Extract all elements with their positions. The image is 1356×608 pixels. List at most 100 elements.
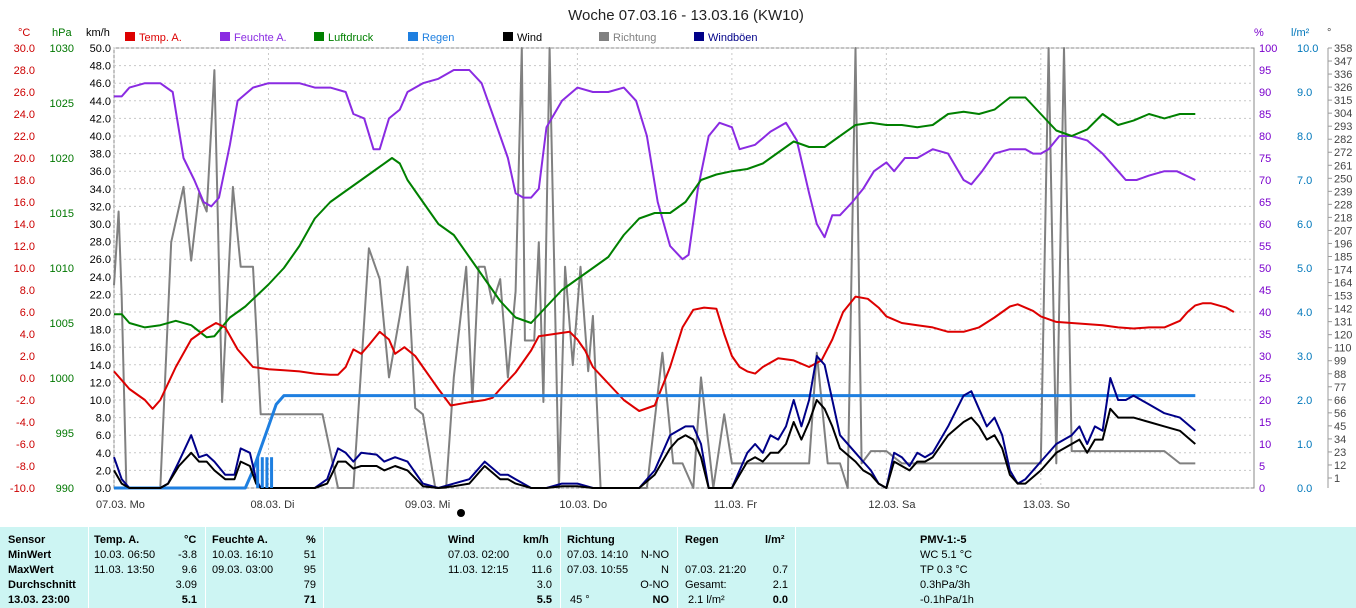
direction-axis-tick: 239 [1334, 186, 1352, 198]
rain-total-label: Gesamt: [685, 579, 727, 591]
pressure-axis-tick: 1020 [50, 153, 74, 165]
legend-swatch [220, 32, 230, 41]
pmv-dewpoint: TP 0.3 °C [920, 564, 968, 576]
humidity-current-value: 71 [303, 594, 316, 606]
pmv-header: PMV-1:-5 [920, 534, 967, 546]
rain-axis-tick: 6.0 [1297, 219, 1312, 231]
direction-axis-tick: 56 [1334, 408, 1346, 420]
rain-current-value: 0.0 [772, 594, 788, 606]
wind-axis-tick: 32.0 [90, 201, 111, 213]
x-axis-label: 08.03. Di [250, 499, 294, 511]
rain-axis-tick: 1.0 [1297, 439, 1312, 451]
humidity-axis-tick: 5 [1259, 461, 1265, 473]
series-luftdruck [114, 96, 1196, 339]
wind-axis-tick: 38.0 [90, 149, 111, 161]
rain-axis-tick: 2.0 [1297, 395, 1312, 407]
rain-max-value: 0.7 [772, 564, 788, 576]
humidity-axis-tick: 90 [1259, 87, 1271, 99]
wind-max-time: 11.03. 12:15 [448, 564, 509, 576]
series-feuchte-a- [114, 69, 1196, 261]
chart-axes: -10.0-8.0-6.0-4.0-2.00.02.04.06.08.010.0… [10, 43, 1352, 495]
row-label-current: 13.03. 23:00 [8, 594, 70, 606]
row-label-avg: Durchschnitt [8, 579, 76, 591]
humidity-axis-tick: 75 [1259, 153, 1271, 165]
rain-axis-tick: 10.0 [1297, 43, 1318, 55]
temp-current-value: 5.1 [181, 594, 197, 606]
temp-axis-tick: 12.0 [14, 241, 35, 253]
direction-axis-tick: 218 [1334, 212, 1352, 224]
pressure-axis-tick: 1030 [50, 43, 74, 55]
direction-axis-tick: 358 [1334, 43, 1352, 55]
humidity-axis-tick: 55 [1259, 241, 1271, 253]
direction-avg-value: O-NO [640, 579, 669, 591]
humidity-axis-tick: 20 [1259, 395, 1271, 407]
rain-total-value: 2.1 [772, 579, 788, 591]
direction-axis-tick: 88 [1334, 369, 1346, 381]
direction-axis-tick: 336 [1334, 69, 1352, 81]
wind-axis-tick: 50.0 [90, 43, 111, 55]
chart-svg: Woche 07.03.16 - 13.03.16 (KW10) °C hPa km… [10, 7, 1352, 517]
legend-label: Richtung [613, 32, 656, 44]
row-label-min: MinWert [8, 549, 52, 561]
series-wind [113, 399, 1196, 489]
left-axis-units: °C hPa km/h [18, 27, 110, 39]
direction-axis-tick: 66 [1334, 395, 1346, 407]
temp-axis-tick: -2.0 [16, 395, 35, 407]
sensor-header: Sensor [8, 534, 46, 546]
rain-axis-tick: 3.0 [1297, 351, 1312, 363]
direction-axis-tick: 315 [1334, 95, 1352, 107]
x-axis-label: 09.03. Mi [405, 499, 450, 511]
direction-axis-tick: 77 [1334, 382, 1346, 394]
direction-axis-tick: 228 [1334, 199, 1352, 211]
chart-series [113, 47, 1235, 490]
chart-title: Woche 07.03.16 - 13.03.16 (KW10) [568, 7, 804, 24]
humidity-axis-tick: 45 [1259, 285, 1271, 297]
legend-swatch [694, 32, 704, 41]
direction-min-time: 07.03. 14:10 [567, 549, 629, 561]
temp-axis-tick: 14.0 [14, 219, 35, 231]
humidity-avg-value: 79 [303, 579, 316, 591]
temp-axis-tick: -4.0 [16, 417, 35, 429]
temp-min-value: -3.8 [178, 549, 197, 561]
legend-label: Wind [517, 32, 542, 44]
humidity-axis-tick: 0 [1259, 483, 1265, 495]
direction-axis-tick: 110 [1334, 343, 1352, 355]
right-axis-units: % l/m² ° [1254, 27, 1331, 39]
direction-axis-tick: 23 [1334, 447, 1346, 459]
wind-min-time: 07.03. 02:00 [448, 549, 510, 561]
temp-axis-tick: 10.0 [14, 263, 35, 275]
direction-axis-tick: 250 [1334, 173, 1352, 185]
temp-axis-tick: 20.0 [14, 153, 35, 165]
direction-axis-tick: 1 [1334, 473, 1340, 485]
legend-swatch [314, 32, 324, 41]
x-axis-labels: 07.03. Mo 08.03. Di 09.03. Mi 10.03. Do 11.0… [96, 499, 1070, 511]
x-axis-label: 13.03. So [1023, 499, 1070, 511]
direction-min-value: N-NO [640, 549, 669, 561]
direction-max-value: N [661, 564, 669, 576]
wind-axis-tick: 44.0 [90, 96, 111, 108]
wind-axis-tick: 22.0 [90, 289, 111, 301]
humidity-axis-tick: 80 [1259, 131, 1271, 143]
temp-axis-tick: 6.0 [20, 307, 35, 319]
humidity-axis-tick: 65 [1259, 197, 1271, 209]
temp-axis-tick: 30.0 [14, 43, 35, 55]
rain-unit: l/m² [765, 534, 785, 546]
rain-max-time: 07.03. 21:20 [685, 564, 747, 576]
direction-axis-tick: 326 [1334, 82, 1352, 94]
wind-avg-value: 3.0 [536, 579, 552, 591]
wind-min-value: 0.0 [536, 549, 552, 561]
humidity-axis-tick: 30 [1259, 351, 1271, 363]
humidity-min-time: 10.03. 16:10 [212, 549, 274, 561]
x-axis-label: 11.03. Fr [714, 499, 758, 511]
wind-axis-tick: 18.0 [90, 325, 111, 337]
humidity-axis-tick: 15 [1259, 417, 1271, 429]
direction-axis-tick: 45 [1334, 421, 1346, 433]
wind-axis-tick: 6.0 [96, 430, 111, 442]
temp-axis-tick: 22.0 [14, 131, 35, 143]
humidity-axis-tick: 40 [1259, 307, 1271, 319]
direction-axis-tick: 347 [1334, 56, 1352, 68]
direction-axis-tick: 142 [1334, 304, 1352, 316]
humidity-axis-tick: 95 [1259, 65, 1271, 77]
direction-current-value: NO [652, 594, 670, 606]
wind-axis-tick: 20.0 [90, 307, 111, 319]
